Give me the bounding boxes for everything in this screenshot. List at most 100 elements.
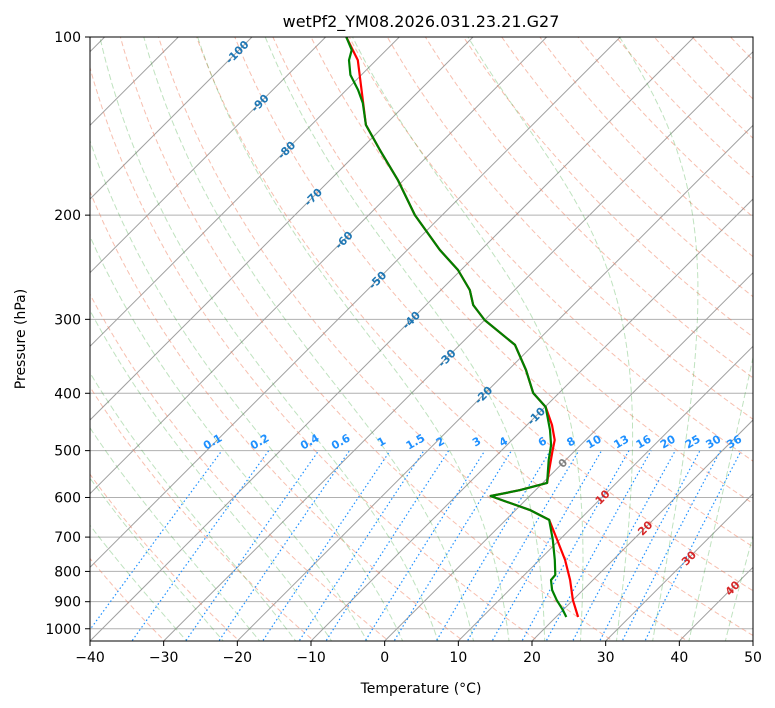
dry-adiabat-line: [90, 557, 166, 641]
isotherm-line: [236, 124, 753, 641]
mixing-ratio-label: 0.1: [201, 431, 224, 452]
background-lines: [90, 24, 775, 644]
moist-adiabat-line: [197, 37, 510, 641]
dry-adiabat-line: [348, 37, 753, 462]
moist-adiabat-line: [467, 37, 634, 641]
y-tick-label: 1000: [45, 622, 81, 638]
y-tick-label: 100: [54, 30, 81, 46]
isotherm-line: [457, 345, 753, 641]
dry-adiabat-line: [119, 37, 614, 641]
isotherm-line: [90, 37, 548, 495]
line-labels: 0.1 0.2 0.4 0.6 1 1.5 2 3 4 6 8 10 13 16 20 25 30 36-100-…: [201, 38, 744, 599]
mixing-ratio-line: [599, 450, 701, 641]
axes: −40 −30 −20 −10 0 10 20 30 40 5010020030040050060…: [45, 30, 762, 666]
mixing-ratio-label: 2: [434, 434, 447, 449]
mixing-ratio-line: [644, 450, 742, 641]
x-tick-label: −10: [296, 650, 326, 666]
moist-adiabat-line: [352, 37, 584, 641]
mixing-ratio-line: [435, 450, 551, 641]
x-tick-label: 50: [744, 650, 762, 666]
mixing-ratio-label: 6: [536, 434, 549, 449]
moist-adiabat-line: [90, 309, 333, 641]
y-tick-label: 700: [54, 530, 81, 546]
mixing-ratio-line: [90, 450, 223, 631]
dry-adiabat-line: [90, 473, 241, 641]
isotherm-line: [90, 37, 622, 569]
moist-adiabat-line: [619, 37, 699, 641]
dry-adiabat-line: [196, 37, 753, 637]
mixing-ratio-label: 1.5: [404, 431, 427, 452]
dry-adiabat-line: [90, 190, 465, 641]
isotherm-line: [310, 198, 753, 641]
isotherm-line: [90, 37, 695, 641]
y-tick-label: 900: [54, 595, 81, 611]
isotherm-label: -70: [302, 185, 325, 208]
moist-adiabat-line: [90, 426, 261, 641]
y-tick-label: 300: [54, 312, 81, 328]
dry-adiabat-line: [157, 37, 689, 641]
moist-adiabat-line: [90, 371, 297, 641]
dry-adiabat-line: [90, 293, 390, 641]
dry-adiabat-line: [386, 37, 753, 420]
isotherm-line: [383, 271, 753, 641]
chart-title: wetPf2_YM08.2026.031.23.21.G27: [283, 12, 560, 32]
moist-adiabat-line: [143, 37, 475, 641]
dry-adiabat-line: [691, 37, 753, 100]
dry-adiabat-line: [539, 37, 753, 258]
mixing-ratio-label: 8: [565, 434, 578, 449]
mixing-ratio-label: 0.2: [248, 431, 271, 452]
dry-adiabat-line: [90, 386, 315, 641]
moist-adiabat-line: [688, 355, 753, 641]
mixing-ratio-label: 0.6: [329, 431, 353, 452]
y-tick-label: 200: [54, 208, 81, 224]
moist-adiabat-line: [90, 477, 224, 641]
isotherm-line: [531, 419, 753, 641]
x-tick-label: −40: [75, 650, 105, 666]
mixing-ratio-line: [298, 450, 425, 641]
dry-adiabat-line: [424, 37, 753, 379]
mixing-ratio-line: [364, 450, 486, 641]
mixing-ratio-line: [261, 450, 391, 641]
mixing-ratio-line: [218, 450, 351, 641]
isotherm-line: [90, 37, 474, 421]
isotherm-label: -100: [223, 38, 252, 67]
y-tick-label: 500: [54, 444, 81, 460]
mixing-ratio-label: 30: [703, 432, 723, 451]
x-tick-label: 0: [380, 650, 389, 666]
mixing-ratio-label: 3: [470, 434, 483, 449]
dry-adiabat-line: [234, 37, 753, 592]
moist-adiabat-line: [99, 37, 439, 641]
moist-adiabat-line: [90, 235, 368, 641]
mixing-ratio-line: [184, 450, 320, 641]
mixing-ratio-label: 25: [683, 433, 703, 452]
dry-adiabat-line: [577, 37, 753, 218]
isotherm-line: [604, 492, 753, 641]
isotherm-line: [752, 640, 753, 641]
moist-adiabat-line: [90, 139, 404, 641]
mixing-ratio-line: [466, 450, 580, 641]
isotherm-line: [90, 37, 327, 274]
mixing-ratio-label: 0.4: [298, 431, 322, 452]
y-tick-label: 800: [54, 564, 81, 580]
moist-adiabat-line: [90, 524, 188, 641]
mixing-ratio-label: 1: [375, 434, 388, 449]
mixing-ratio-line: [325, 450, 450, 641]
mixing-ratio-line: [393, 450, 513, 641]
x-tick-label: 10: [449, 650, 467, 666]
x-tick-label: 40: [670, 650, 688, 666]
mixing-ratio-label: 10: [584, 432, 604, 451]
dry-adiabat-line: [462, 37, 753, 338]
dry-adiabat-line: [756, 24, 775, 644]
y-tick-label: 600: [54, 490, 81, 506]
mixing-ratio-label: 36: [724, 432, 744, 451]
isotherm-line: [90, 37, 253, 200]
mixing-ratio-line: [621, 450, 722, 641]
mixing-ratio-line: [571, 450, 676, 641]
plot-frame: [89, 36, 754, 642]
x-tick-label: −20: [223, 650, 253, 666]
x-axis-label: Temperature (°C): [360, 681, 482, 697]
y-axis-label: Pressure (hPa): [13, 289, 29, 389]
isotherm-line: [162, 50, 753, 641]
dewpoint-profile-line: [345, 37, 568, 618]
x-tick-label: −30: [149, 650, 179, 666]
